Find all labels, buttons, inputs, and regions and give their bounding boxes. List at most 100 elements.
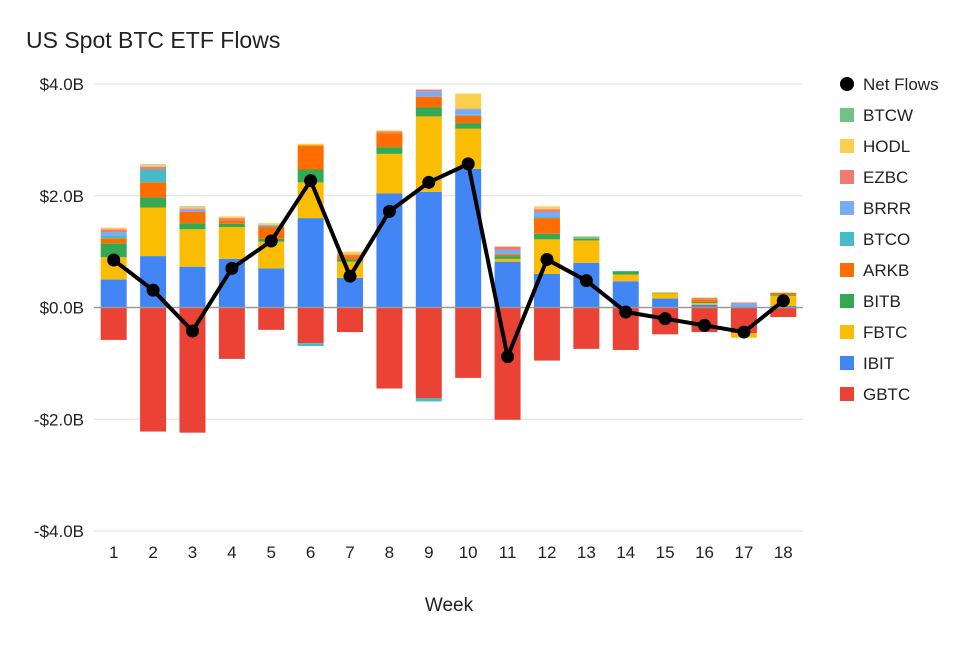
bar-ibit-week-7: [337, 277, 364, 308]
y-tick-label: -$4.0B: [34, 522, 84, 541]
bar-btco-week-1: [100, 235, 127, 239]
bar-btcw-week-3: [179, 206, 206, 207]
bar-brrr-week-17: [730, 303, 757, 308]
bar-fbtc-week-13: [573, 240, 600, 263]
net-flows-point-week-7: [343, 269, 357, 283]
net-flows-point-week-8: [382, 204, 396, 218]
bar-fbtc-week-16: [691, 303, 718, 305]
y-tick-label: $4.0B: [40, 75, 84, 94]
bar-arkb-week-3: [179, 211, 206, 224]
bar-hodl-week-4: [218, 216, 245, 219]
net-flows-line: [112, 161, 785, 359]
legend-item-net-flows[interactable]: Net Flows: [840, 75, 939, 94]
net-flows-point-week-18: [776, 294, 790, 308]
bar-hodl-week-2: [140, 165, 167, 167]
legend-item-btcw[interactable]: BTCW: [840, 106, 913, 125]
bar-hodl-week-3: [179, 206, 206, 209]
bar-gbtc-week-11: [494, 307, 521, 420]
bar-fbtc-week-8: [376, 153, 403, 194]
net-flows-point-week-13: [579, 274, 593, 288]
bar-ezbc-week-9: [415, 89, 442, 92]
bar-ezbc-week-16: [691, 298, 718, 300]
y-axis-ticks: $4.0B $2.0B $0.0B -$2.0B -$4.0B: [34, 75, 84, 541]
legend-label: BRRR: [863, 199, 911, 218]
x-tick-label: 10: [459, 543, 478, 562]
legend-item-ezbc[interactable]: EZBC: [840, 168, 908, 187]
legend-item-brrr[interactable]: BRRR: [840, 199, 911, 218]
bar-bitb-week-1: [100, 243, 127, 258]
x-tick-label: 13: [577, 543, 596, 562]
legend-item-bitb[interactable]: BITB: [840, 292, 901, 311]
bar-bitb-week-3: [179, 223, 206, 230]
net-flows-point-week-12: [540, 252, 554, 266]
bar-brrr-week-3: [179, 209, 206, 212]
bar-arkb-week-8: [376, 133, 403, 148]
legend-item-btco[interactable]: BTCO: [840, 230, 910, 249]
bar-brrr-week-10: [455, 109, 482, 115]
bar-bitb-week-4: [218, 223, 245, 228]
bar-btco-week-6: [297, 343, 324, 347]
bar-ibit-week-3: [179, 266, 206, 308]
bar-hodl-week-7: [337, 251, 364, 255]
bar-series: [100, 89, 797, 433]
y-tick-label: $2.0B: [40, 187, 84, 206]
x-tick-label: 17: [734, 543, 753, 562]
bar-fbtc-week-3: [179, 229, 206, 267]
bar-ezbc-week-1: [100, 229, 127, 233]
legend-label: FBTC: [863, 323, 907, 342]
bar-btco-week-11: [494, 253, 521, 255]
legend-item-ibit[interactable]: IBIT: [840, 354, 894, 373]
bar-btco-week-15: [652, 292, 679, 294]
bar-hodl-week-8: [376, 130, 403, 132]
net-flows-point-week-17: [737, 325, 751, 339]
bar-gbtc-week-4: [218, 307, 245, 359]
legend-item-hodl[interactable]: HODL: [840, 137, 910, 156]
bar-ezbc-week-12: [533, 209, 560, 212]
net-flows-point-week-14: [619, 305, 633, 319]
bar-gbtc-week-13: [573, 307, 600, 349]
bar-hodl-week-13: [573, 235, 600, 238]
bar-btcw-week-2: [140, 164, 167, 166]
legend-swatch: [840, 108, 854, 122]
bar-btco-week-9: [415, 398, 442, 402]
bar-gbtc-week-7: [337, 307, 364, 333]
bar-bitb-week-7: [337, 259, 364, 262]
x-tick-label: 15: [656, 543, 675, 562]
net-flows-point-week-2: [146, 283, 160, 297]
bar-fbtc-week-2: [140, 207, 167, 257]
net-flows-point-week-11: [501, 350, 515, 364]
legend[interactable]: Net Flows BTCW HODL EZBC BRRR BTCO ARKB BITB FBT…: [840, 75, 939, 404]
legend-item-fbtc[interactable]: FBTC: [840, 323, 907, 342]
bar-arkb-week-2: [140, 182, 167, 198]
bar-brrr-week-1: [100, 232, 127, 236]
net-flows-point-week-16: [698, 318, 712, 332]
legend-item-gbtc[interactable]: GBTC: [840, 385, 910, 404]
bar-bitb-week-10: [455, 123, 482, 129]
bar-hodl-week-5: [258, 223, 285, 225]
legend-swatch: [840, 356, 854, 370]
bar-bitb-week-14: [612, 271, 639, 275]
x-tick-label: 11: [499, 543, 517, 562]
bar-ibit-week-10: [455, 168, 482, 308]
bar-ezbc-week-5: [258, 224, 285, 226]
bar-gbtc-week-12: [533, 307, 560, 361]
bar-bitb-week-11: [494, 256, 521, 259]
bar-gbtc-week-1: [100, 307, 127, 340]
bar-ezbc-week-4: [218, 218, 245, 221]
legend-swatch: [840, 294, 854, 308]
bar-ibit-week-15: [652, 298, 679, 308]
bar-ibit-week-11: [494, 261, 521, 308]
bar-ibit-week-16: [691, 304, 718, 308]
net-flows-point-week-4: [225, 261, 239, 275]
y-tick-label: -$2.0B: [34, 410, 84, 429]
x-tick-label: 5: [267, 543, 276, 562]
bar-fbtc-week-11: [494, 258, 521, 262]
x-tick-label: 3: [188, 543, 197, 562]
legend-label: GBTC: [863, 385, 910, 404]
bar-gbtc-week-5: [258, 307, 285, 330]
legend-item-arkb[interactable]: ARKB: [840, 261, 909, 280]
bar-ibit-week-5: [258, 268, 285, 308]
bar-ezbc-week-7: [337, 254, 364, 257]
bar-gbtc-week-2: [140, 307, 167, 432]
bar-hodl-week-6: [297, 143, 324, 146]
